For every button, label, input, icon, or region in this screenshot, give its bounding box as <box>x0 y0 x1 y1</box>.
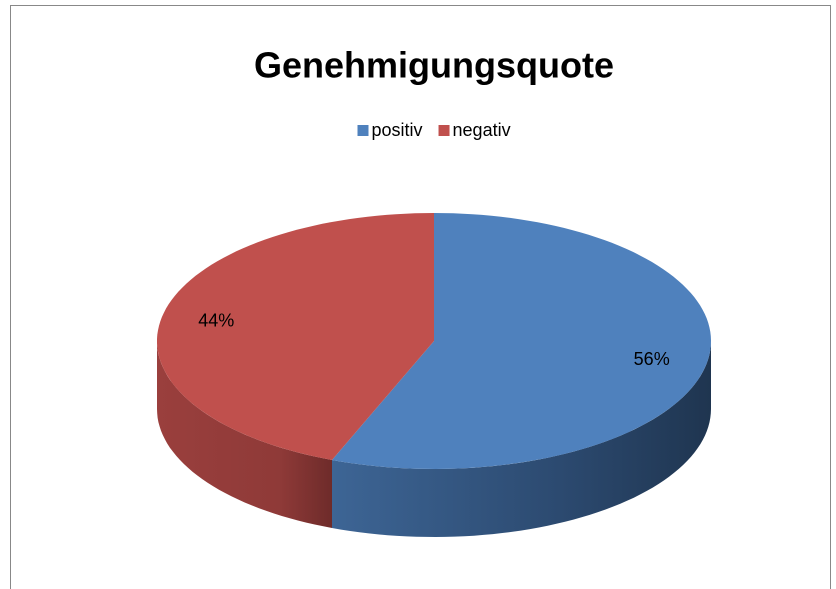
legend-label: positiv <box>372 120 423 140</box>
chart-frame <box>10 5 831 589</box>
pie-slice <box>157 213 434 460</box>
data-label: 44% <box>198 311 234 331</box>
legend-swatch <box>438 125 450 136</box>
chart-title: Genehmigungsquote <box>254 45 614 86</box>
legend-swatch <box>357 125 369 136</box>
pie-slice-side <box>332 341 711 537</box>
pie-slice-side <box>157 341 332 528</box>
pie-slice <box>332 213 711 469</box>
legend: positiv negativ <box>357 120 511 140</box>
legend-label: negativ <box>453 120 511 140</box>
plot-area: 56% 44% <box>157 213 711 537</box>
data-label: 56% <box>634 349 670 369</box>
